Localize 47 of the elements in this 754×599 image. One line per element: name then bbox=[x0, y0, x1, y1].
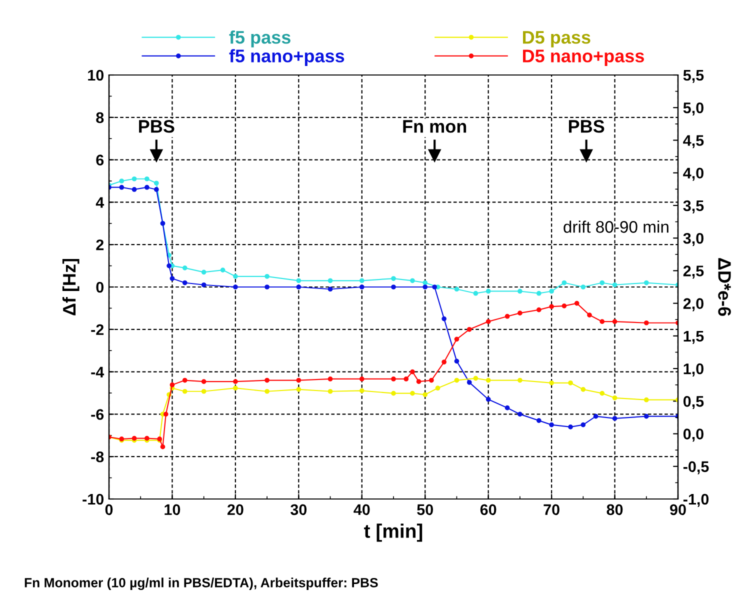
y2-tick-label: 0,5 bbox=[683, 396, 704, 410]
y-axis-title: Δf [Hz] bbox=[62, 258, 80, 316]
y2-tick-label: 4,0 bbox=[683, 168, 704, 181]
y-tick-label: 10 bbox=[88, 70, 104, 81]
ref-line-label: PBS bbox=[139, 120, 174, 133]
x-tick-label: 0 bbox=[105, 504, 113, 516]
x-tick-label: 60 bbox=[480, 504, 496, 516]
y2-tick-label: 1,0 bbox=[684, 363, 704, 376]
text: Fn Monomer (10 µg/ml in PBS/EDTA), Arbeitspuffer: PBS bbox=[24, 578, 378, 590]
x-tick-label: 50 bbox=[417, 504, 433, 516]
y-tick-label: 4 bbox=[96, 197, 104, 208]
x-tick-label: 70 bbox=[544, 504, 560, 516]
ref-line-label: PBS bbox=[568, 120, 604, 133]
x-tick-label: 90 bbox=[670, 504, 686, 516]
y-tick-label: 6 bbox=[96, 154, 104, 166]
ref-line-label: Fn mon bbox=[403, 120, 466, 133]
y2-tick-label: 3,0 bbox=[683, 232, 704, 246]
x-axis-title: t [min] bbox=[364, 524, 422, 542]
legend-label: f5 nano+pass bbox=[229, 49, 344, 66]
y-tick-label: -6 bbox=[91, 409, 104, 420]
y2-tick-label: 4,5 bbox=[683, 135, 704, 148]
y-tick-label: -4 bbox=[91, 366, 104, 378]
y2-tick-label: 2,0 bbox=[683, 298, 704, 312]
y2-axis-title: ΔD*e-6 bbox=[718, 258, 731, 316]
y-tick-label: -2 bbox=[91, 324, 104, 335]
y-tick-label: 0 bbox=[96, 282, 104, 293]
y-tick-label: -10 bbox=[82, 494, 104, 505]
y2-tick-label: 1,5 bbox=[684, 330, 704, 344]
x-tick-label: 80 bbox=[606, 504, 623, 516]
x-tick-label: 10 bbox=[164, 504, 180, 516]
y2-tick-label: 2,5 bbox=[683, 266, 704, 279]
x-tick-label: 40 bbox=[354, 504, 370, 516]
legend-label: D5 nano+pass bbox=[523, 50, 644, 66]
legend-label: D5 pass bbox=[523, 31, 590, 48]
y2-tick-label: -1,0 bbox=[683, 494, 709, 507]
y2-tick-label: 5,5 bbox=[683, 70, 704, 83]
x-tick-label: 20 bbox=[227, 504, 244, 516]
y2-tick-label: 3,5 bbox=[683, 200, 704, 214]
annotation: drift 80-90 min bbox=[564, 220, 668, 233]
y-tick-label: 8 bbox=[96, 112, 104, 124]
y2-tick-label: -0,5 bbox=[683, 461, 709, 474]
y2-tick-label: 0,0 bbox=[683, 428, 704, 442]
y-tick-label: 2 bbox=[96, 239, 104, 250]
y-tick-label: -8 bbox=[91, 451, 104, 462]
x-tick-label: 30 bbox=[290, 504, 307, 516]
y2-tick-label: 5,0 bbox=[683, 102, 704, 116]
legend-label: f5 pass bbox=[229, 30, 290, 48]
